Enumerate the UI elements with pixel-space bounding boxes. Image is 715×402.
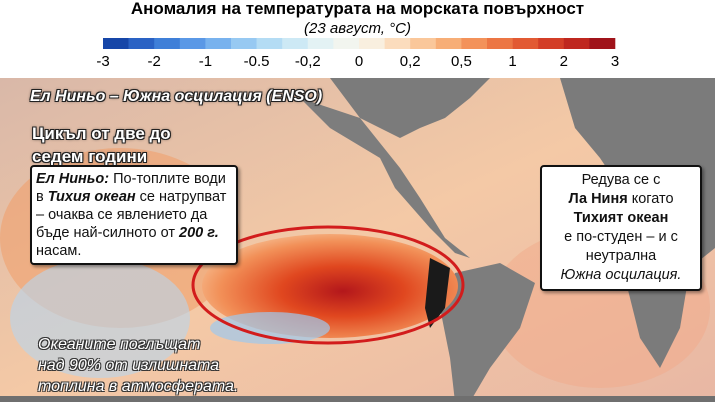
legend-swatch — [231, 38, 257, 49]
legend-swatch — [282, 38, 309, 49]
legend-tick-label: -1 — [199, 53, 212, 70]
text: По-топлите води в — [36, 171, 226, 205]
cycle-text: Цикъл от две до седем години — [32, 122, 171, 168]
la-nina-box: Редува се с Ла Ниня когато Тихият океан е п… — [540, 165, 702, 291]
highlight-ellipse — [191, 225, 465, 345]
term: Ел Ниньо: — [36, 171, 110, 187]
subtitle: (23 август, °C) — [304, 20, 411, 37]
legend-swatch — [179, 38, 206, 49]
oceans-note: Океаните поглъщат над 90% от излишната топ… — [38, 334, 238, 397]
term: Тихия океан — [47, 189, 136, 205]
text: насам. — [36, 243, 82, 259]
legend-swatch — [410, 38, 437, 49]
legend-tick-label: 0,5 — [451, 53, 472, 70]
note-line: Океаните поглъщат — [38, 336, 201, 353]
term: Ла Ниня — [568, 191, 628, 207]
land — [0, 396, 715, 402]
legend-tick-label: -3 — [96, 53, 109, 70]
land — [0, 78, 715, 138]
legend-tick-label: 0,2 — [400, 53, 421, 70]
text: се натрупват – очаква се явлението да бъ… — [36, 189, 227, 241]
legend-swatch — [154, 38, 181, 49]
legend-swatch — [103, 38, 129, 49]
note-line: топлина в атмосферата. — [38, 378, 239, 395]
color-legend: -3 -2 -1 -0.5 -0,2 0 0,2 0,5 1 2 3 — [96, 38, 619, 70]
legend-tick-label: 3 — [611, 53, 619, 70]
term: Тихият океан — [573, 210, 669, 226]
legend-tick-label: -2 — [148, 53, 161, 70]
legend-tick-label: 0 — [355, 53, 363, 70]
text: е по-студен – и с неутрална — [564, 229, 678, 264]
title: Аномалия на температурата на морската по… — [130, 0, 585, 18]
legend-swatch — [205, 38, 232, 49]
legend-swatch — [487, 38, 513, 49]
land — [440, 263, 535, 402]
land — [425, 258, 450, 328]
note-line: над 90% от излишната — [38, 357, 220, 374]
legend-swatch — [333, 38, 360, 49]
legend-swatch — [435, 38, 462, 49]
land — [300, 98, 470, 258]
legend-tick-label: 1 — [508, 53, 516, 70]
legend-swatch — [589, 38, 616, 49]
el-nino-box: Ел Ниньо: По-топлите води в Тихия океан … — [30, 165, 238, 265]
legend-swatch — [359, 38, 385, 49]
legend-swatch — [256, 38, 283, 49]
el-nino-warm-water — [202, 234, 458, 338]
term: Южна осцилация. — [560, 267, 682, 283]
term: 200 г. — [179, 225, 219, 241]
cycle-line: седем години — [32, 147, 148, 166]
legend-swatch — [307, 38, 334, 49]
legend-swatch — [128, 38, 155, 49]
legend-swatch — [538, 38, 565, 49]
legend-tick-label: -0.5 — [244, 53, 270, 70]
legend-swatch — [384, 38, 411, 49]
cycle-line: Цикъл от две до — [32, 124, 171, 143]
legend-tick-label: 2 — [560, 53, 568, 70]
ocean-cool — [10, 258, 190, 378]
map-label: Ел Ниньо – Южна осцилация (ENSO) — [30, 88, 323, 105]
text: когато — [631, 191, 674, 207]
legend-tick-label: -0,2 — [295, 53, 321, 70]
text: Редува се с — [581, 172, 661, 188]
legend-swatch — [563, 38, 590, 49]
legend-swatch — [461, 38, 488, 49]
legend-swatch — [512, 38, 539, 49]
cool-water — [210, 312, 330, 344]
